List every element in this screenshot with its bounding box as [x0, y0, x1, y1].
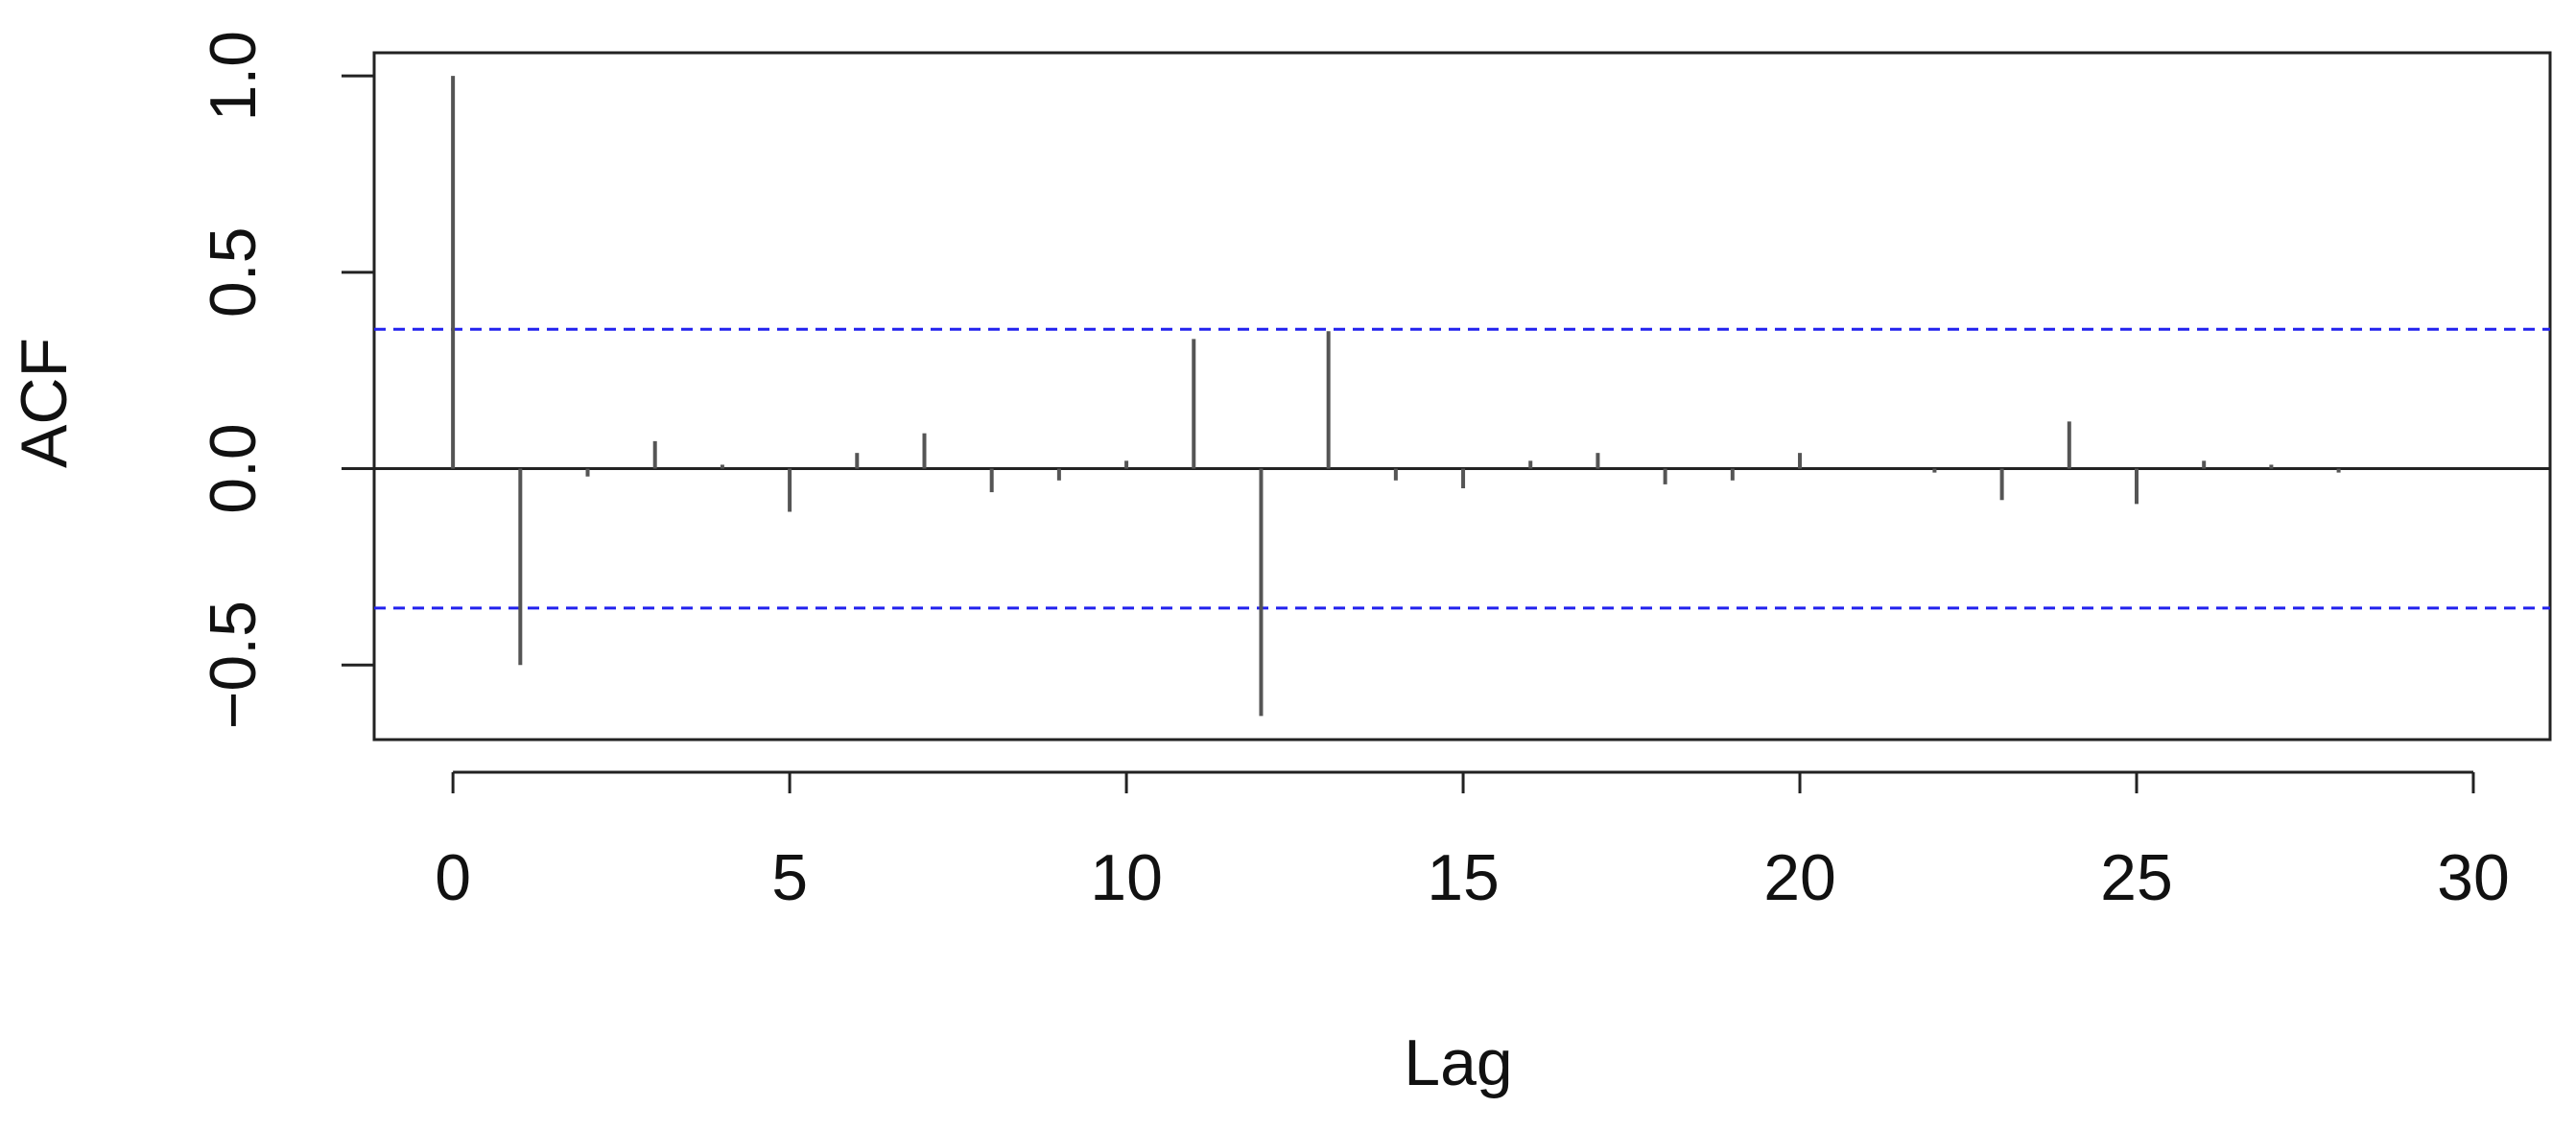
- y-tick-label: 1.0: [197, 31, 270, 122]
- y-tick-label: −0.5: [197, 601, 270, 729]
- y-tick-label: 0.5: [197, 227, 270, 318]
- x-tick-label: 5: [771, 841, 808, 914]
- y-tick-label: 0.0: [197, 423, 270, 514]
- x-tick-label: 10: [1090, 841, 1163, 914]
- x-tick-label: 15: [1427, 841, 1500, 914]
- x-tick-label: 20: [1763, 841, 1836, 914]
- x-tick-label: 0: [435, 841, 471, 914]
- x-tick-label: 25: [2100, 841, 2173, 914]
- x-tick-label: 30: [2437, 841, 2510, 914]
- plot-frame: [372, 51, 2552, 742]
- y-axis-label: ACF: [8, 338, 81, 468]
- x-axis-label: Lag: [1404, 1026, 1512, 1099]
